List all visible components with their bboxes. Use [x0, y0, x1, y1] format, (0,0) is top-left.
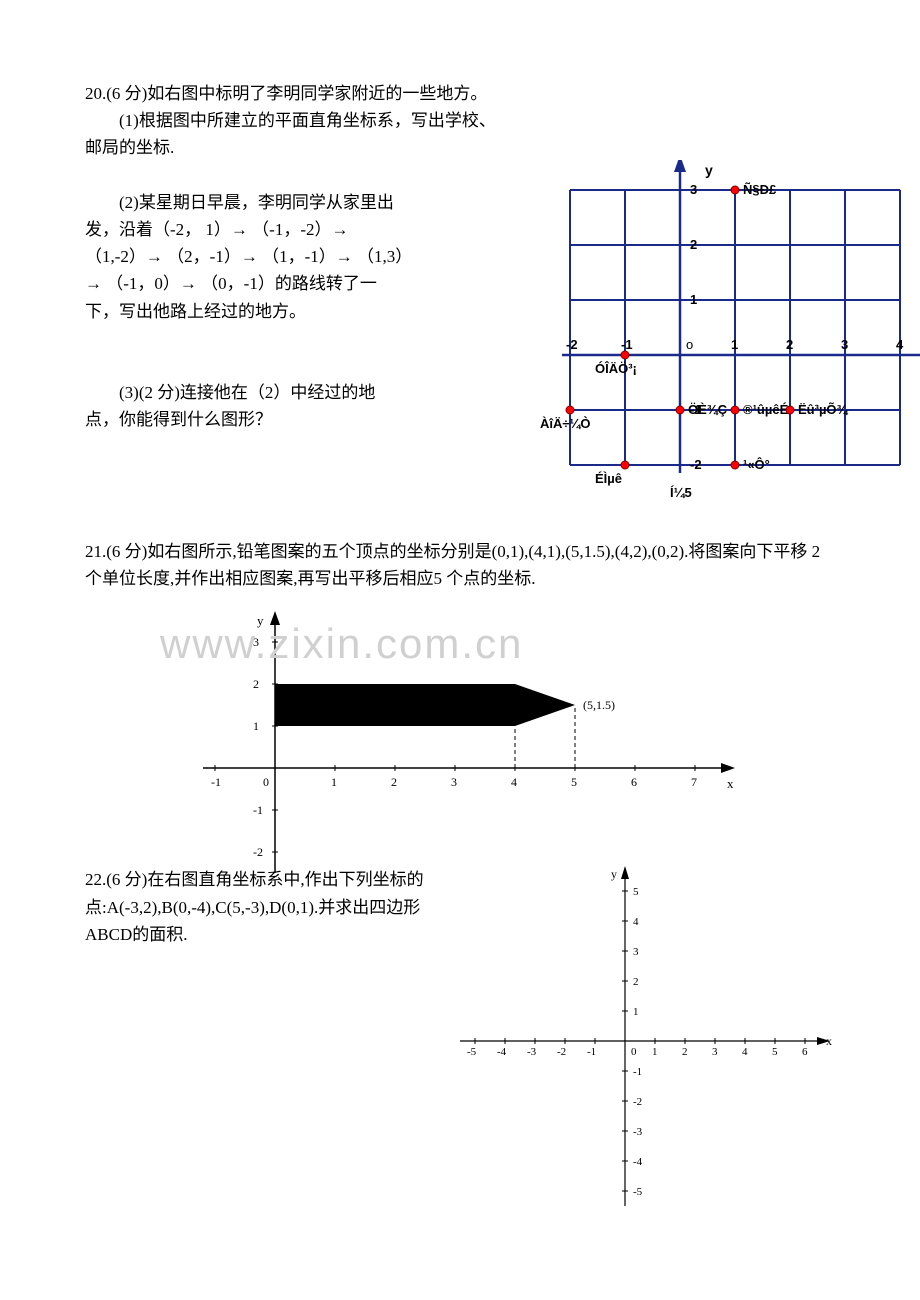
svg-text:1: 1	[633, 1006, 639, 1018]
svg-text:®¹ûµêÉ: ®¹ûµêÉ	[743, 402, 789, 417]
svg-text:1: 1	[690, 292, 697, 307]
svg-text:-5: -5	[633, 1186, 643, 1198]
svg-text:-5: -5	[467, 1046, 477, 1058]
svg-text:-4: -4	[633, 1156, 643, 1168]
svg-text:3: 3	[690, 182, 697, 197]
svg-text:5: 5	[772, 1046, 778, 1058]
svg-text:ÀîÄ÷¼Ò: ÀîÄ÷¼Ò	[540, 416, 590, 431]
svg-text:Ëû³µÕ¾: Ëû³µÕ¾	[798, 402, 849, 417]
svg-text:-3: -3	[633, 1126, 643, 1138]
question-20: 20.(6 分)如右图中标明了李明同学家附近的一些地方。 (1)根据图中所建立的…	[85, 80, 835, 520]
svg-text:4: 4	[633, 916, 639, 928]
svg-text:3: 3	[712, 1046, 718, 1058]
q20-heading: 20.(6 分)如右图中标明了李明同学家附近的一些地方。	[85, 80, 505, 107]
svg-text:3: 3	[841, 337, 848, 352]
q20-part2: (2)某星期日早晨，李明同学从家里出发，沿着（-2， 1）→ （-1，-2）→ …	[85, 189, 405, 325]
svg-text:-1: -1	[621, 337, 633, 352]
q21-heading: 21.(6 分)如右图所示,铅笔图案的五个顶点的坐标分别是(0,1),(4,1)…	[85, 538, 835, 592]
svg-text:1: 1	[253, 719, 259, 733]
svg-text:y: y	[611, 867, 617, 881]
question-21: 21.(6 分)如右图所示,铅笔图案的五个顶点的坐标分别是(0,1),(4,1)…	[85, 538, 835, 878]
svg-text:1: 1	[652, 1046, 658, 1058]
svg-text:x: x	[727, 776, 734, 791]
svg-text:-1: -1	[253, 803, 263, 817]
svg-text:-2: -2	[253, 845, 263, 859]
svg-text:5: 5	[633, 886, 639, 898]
svg-text:ÖÈ¾Ç: ÖÈ¾Ç	[688, 402, 728, 417]
question-22: 22.(6 分)在右图直角坐标系中,作出下列坐标的点:A(-3,2),B(0,-…	[85, 866, 835, 1216]
svg-text:1: 1	[731, 337, 738, 352]
svg-text:-1: -1	[587, 1046, 596, 1058]
svg-text:-1: -1	[633, 1066, 642, 1078]
figure-pencil: -101234567-2-1123xy(5,1.5)	[165, 598, 835, 878]
svg-text:6: 6	[631, 775, 637, 789]
svg-text:Í¼5: Í¼5	[670, 485, 692, 500]
svg-text:-1: -1	[211, 775, 221, 789]
q20-part3: (3)(2 分)连接他在（2）中经过的地点，你能得到什么图形？	[85, 379, 405, 433]
svg-text:4: 4	[896, 337, 904, 352]
svg-text:-2: -2	[690, 457, 702, 472]
svg-text:3: 3	[633, 946, 639, 958]
svg-text:-4: -4	[497, 1046, 507, 1058]
svg-text:-2: -2	[557, 1046, 566, 1058]
svg-text:-2: -2	[566, 337, 578, 352]
figure-5: xyo-2-11234-2-1123Ñ§Ð£ÓÎÄÖ³¡ÀîÄ÷¼ÒÖÈ¾Ç®¹…	[515, 160, 920, 530]
svg-text:0: 0	[263, 775, 269, 789]
svg-text:2: 2	[633, 976, 639, 988]
svg-text:o: o	[686, 337, 693, 352]
svg-text:x: x	[826, 1034, 832, 1048]
svg-text:-2: -2	[633, 1096, 642, 1108]
q22-heading: 22.(6 分)在右图直角坐标系中,作出下列坐标的点:A(-3,2),B(0,-…	[85, 866, 435, 948]
svg-text:¹«Ô°: ¹«Ô°	[743, 457, 770, 472]
svg-text:y: y	[705, 162, 713, 178]
svg-text:7: 7	[691, 775, 697, 789]
svg-text:5: 5	[571, 775, 577, 789]
svg-text:4: 4	[742, 1046, 748, 1058]
svg-text:3: 3	[451, 775, 457, 789]
svg-text:Ñ§Ð£: Ñ§Ð£	[743, 182, 777, 197]
svg-text:ÓÎÄÖ³¡: ÓÎÄÖ³¡	[595, 361, 637, 376]
svg-text:2: 2	[690, 237, 697, 252]
svg-text:2: 2	[253, 677, 259, 691]
svg-text:ÉÌµê: ÉÌµê	[595, 471, 622, 486]
svg-text:2: 2	[786, 337, 793, 352]
svg-text:2: 2	[391, 775, 397, 789]
svg-text:1: 1	[331, 775, 337, 789]
svg-text:2: 2	[682, 1046, 688, 1058]
svg-text:-3: -3	[527, 1046, 537, 1058]
q20-part1: (1)根据图中所建立的平面直角坐标系，写出学校、邮局的坐标.	[85, 107, 505, 161]
svg-text:3: 3	[253, 635, 259, 649]
svg-text:y: y	[257, 613, 264, 628]
svg-text:6: 6	[802, 1046, 808, 1058]
figure-grid-q22: -5 -4 -3 -2 -1 1 2 3 4 5 6 -5 -4 -3 -2 -1 1 2 3 4 5 0 x y	[435, 866, 855, 1216]
svg-text:0: 0	[631, 1046, 637, 1058]
svg-text:4: 4	[511, 775, 517, 789]
svg-text:(5,1.5): (5,1.5)	[583, 698, 615, 712]
